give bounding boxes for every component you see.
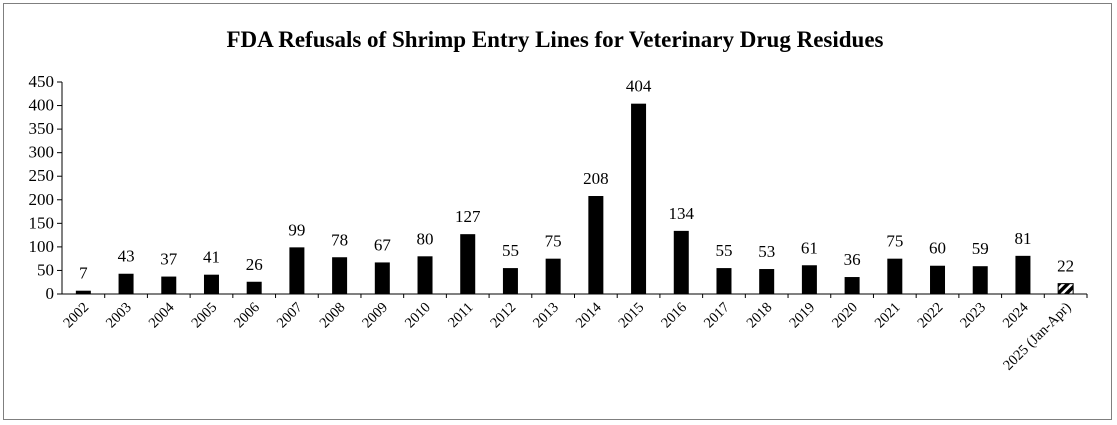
x-tick-label: 2009 xyxy=(359,300,391,332)
data-label: 81 xyxy=(1014,229,1031,248)
x-tick-label: 2014 xyxy=(573,299,605,331)
y-tick-labels: 0 50 100 150 200 250 300 350 400 450 xyxy=(29,72,55,303)
x-tick-label: 2017 xyxy=(701,300,733,332)
y-tick-label: 150 xyxy=(29,213,55,232)
data-label: 7 xyxy=(79,264,88,283)
bar xyxy=(417,256,433,294)
x-tick-label: 2003 xyxy=(103,300,135,332)
x-tick-label: 2006 xyxy=(231,300,263,332)
y-tick-label: 50 xyxy=(37,260,54,279)
bar xyxy=(844,277,860,294)
data-label: 41 xyxy=(203,248,220,267)
data-label: 208 xyxy=(583,169,609,188)
bar xyxy=(930,265,946,294)
data-label: 75 xyxy=(545,232,562,251)
bar xyxy=(1057,283,1074,295)
data-label: 59 xyxy=(972,239,989,258)
x-tick-label: 2010 xyxy=(402,300,434,332)
x-tick-label: 2008 xyxy=(317,300,349,332)
y-tick-label: 350 xyxy=(29,119,55,138)
bar xyxy=(161,276,177,294)
data-label: 75 xyxy=(886,232,903,251)
data-label: 55 xyxy=(502,241,519,260)
y-tick-label: 200 xyxy=(29,190,55,209)
data-label: 55 xyxy=(715,241,732,260)
chart-frame xyxy=(3,3,1112,420)
bar xyxy=(75,290,91,294)
bars xyxy=(75,103,1074,295)
x-tick-label: 2019 xyxy=(786,300,818,332)
y-tick-label: 100 xyxy=(29,237,55,256)
bar xyxy=(716,268,732,294)
x-tick-label: 2005 xyxy=(188,300,220,332)
bar xyxy=(631,103,647,294)
data-label: 127 xyxy=(455,207,481,226)
data-labels: 7 43 37 41 26 99 78 67 80 127 55 75 208 404 134 55 53 61 3… xyxy=(79,77,1074,283)
axes xyxy=(57,81,1088,298)
data-label: 36 xyxy=(844,250,861,269)
bar xyxy=(374,262,390,294)
bar xyxy=(545,258,561,294)
x-tick-label: 2012 xyxy=(487,300,519,332)
x-tick-label: 2020 xyxy=(829,300,861,332)
data-label: 404 xyxy=(626,77,652,96)
bar xyxy=(887,258,903,294)
data-label: 134 xyxy=(669,204,695,223)
y-tick-label: 250 xyxy=(29,166,55,185)
x-tick-label: 2024 xyxy=(1000,299,1032,331)
bar xyxy=(972,266,988,294)
bar xyxy=(289,247,305,294)
data-label: 26 xyxy=(246,255,263,274)
bar xyxy=(502,268,518,294)
data-label: 43 xyxy=(118,247,135,266)
data-label: 60 xyxy=(929,239,946,258)
x-tick-labels: 2002 2003 2004 2005 2006 2007 2008 2009 2010 2011… xyxy=(60,299,1074,374)
data-label: 78 xyxy=(331,230,348,249)
data-label: 67 xyxy=(374,235,392,254)
x-tick-label: 2016 xyxy=(658,300,690,332)
data-label: 61 xyxy=(801,238,818,257)
bar xyxy=(203,274,219,294)
bar xyxy=(246,281,262,294)
x-tick-label: 2022 xyxy=(915,300,947,332)
bar xyxy=(801,265,817,294)
bar xyxy=(118,273,134,294)
bar xyxy=(759,269,775,294)
data-label: 99 xyxy=(288,220,305,239)
y-tick-label: 0 xyxy=(46,284,55,303)
x-tick-label: 2004 xyxy=(146,299,178,331)
x-tick-label: 2002 xyxy=(60,300,92,332)
data-label: 53 xyxy=(758,242,775,261)
x-tick-label: 2021 xyxy=(872,300,904,332)
x-tick-label: 2018 xyxy=(744,300,776,332)
data-label: 22 xyxy=(1057,257,1074,276)
bar xyxy=(588,196,604,294)
x-tick-label: 2007 xyxy=(274,300,306,332)
y-tick-label: 300 xyxy=(29,143,55,162)
x-tick-label: 2011 xyxy=(445,300,476,331)
x-tick-label: 2015 xyxy=(616,300,648,332)
x-tick-label: 2013 xyxy=(530,300,562,332)
y-tick-label: 450 xyxy=(29,72,55,91)
bar xyxy=(673,230,689,294)
bar xyxy=(460,234,476,294)
bar xyxy=(1015,255,1031,294)
bar xyxy=(332,257,348,294)
data-label: 80 xyxy=(417,229,434,248)
chart-title: FDA Refusals of Shrimp Entry Lines for V… xyxy=(226,27,883,52)
x-tick-label: 2023 xyxy=(957,300,989,332)
y-tick-label: 400 xyxy=(29,96,55,115)
data-label: 37 xyxy=(160,250,178,269)
